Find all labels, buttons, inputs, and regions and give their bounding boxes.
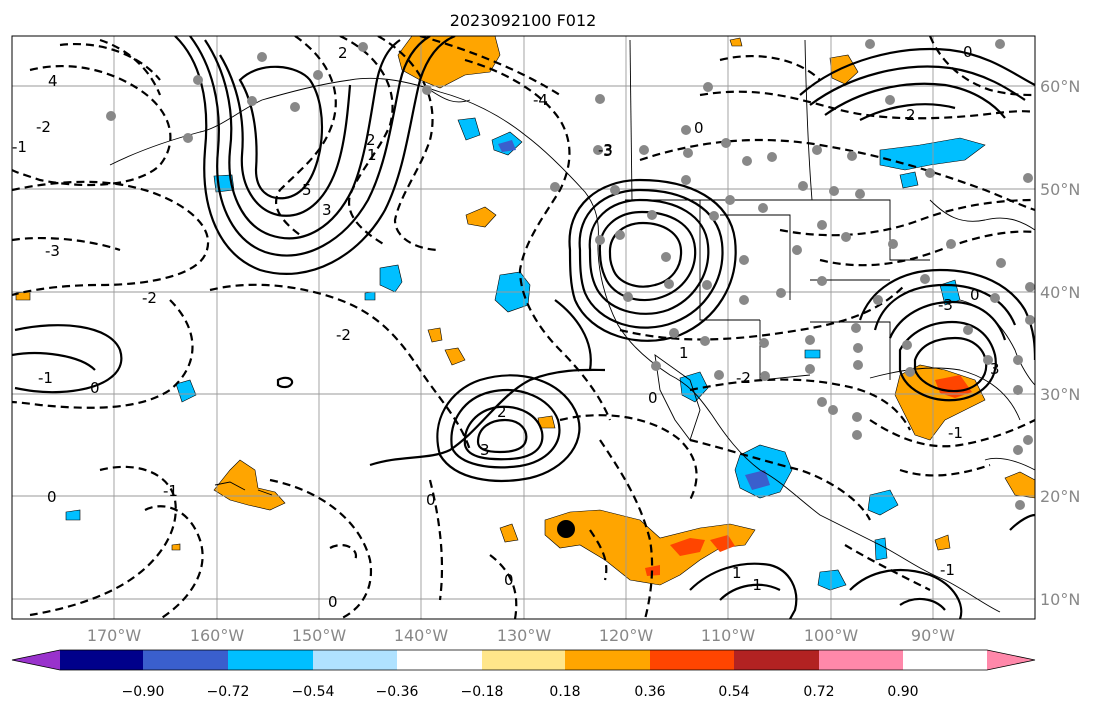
- negative-contours: [12, 36, 1035, 619]
- colorbar-bin: [650, 650, 734, 670]
- contour-label: 2: [906, 106, 916, 124]
- latitude-labels: 60°N 50°N 40°N 30°N 20°N 10°N: [1040, 77, 1080, 609]
- lon-label: 110°W: [701, 626, 756, 645]
- contour-label: 2: [366, 131, 376, 149]
- colorbar-bin: [313, 650, 397, 670]
- colorbar-bin: [819, 650, 903, 670]
- contour-label: -1: [12, 138, 27, 156]
- lon-label: 100°W: [804, 626, 859, 645]
- contour-label: 0: [426, 491, 436, 509]
- contour-label: 0: [504, 571, 514, 589]
- contour-label: 3: [322, 201, 332, 219]
- colorbar-extend-high: [987, 650, 1035, 670]
- strong-negative-shading: [498, 140, 770, 490]
- negative-anomaly-shading: [65, 117, 986, 591]
- colorbar-bin: [397, 650, 482, 670]
- contour-label: 0: [90, 379, 100, 397]
- contour-label: -3: [45, 242, 60, 260]
- contour-label: 3: [603, 142, 613, 160]
- contour-label: 0: [694, 119, 704, 137]
- lon-label: 90°W: [911, 626, 955, 645]
- lat-label: 20°N: [1040, 487, 1080, 506]
- lat-label: 50°N: [1040, 180, 1080, 199]
- colorbar-tick: −0.18: [461, 684, 504, 700]
- colorbar-tick: −0.54: [292, 684, 335, 700]
- contour-label: 4: [48, 72, 58, 90]
- colorbar: −0.90 −0.72 −0.54 −0.36 −0.18 0.18 0.36 …: [11, 649, 1036, 700]
- contour-label: -1: [747, 576, 762, 594]
- colorbar-tick: 0.36: [634, 684, 665, 700]
- colorbar-bin: [60, 650, 143, 670]
- colorbar-tick: 0.54: [718, 684, 749, 700]
- contour-label: 1: [679, 344, 689, 362]
- lon-label: 140°W: [394, 626, 449, 645]
- colorbar-extend-low: [12, 650, 60, 670]
- contour-label: 0: [963, 43, 973, 61]
- strong-positive-shading: [645, 375, 972, 576]
- lon-label: 130°W: [497, 626, 552, 645]
- lat-label: 40°N: [1040, 283, 1080, 302]
- position-marker: [557, 520, 575, 538]
- contour-label: -1: [38, 369, 53, 387]
- lon-label: 150°W: [292, 626, 347, 645]
- colorbar-bin: [565, 650, 650, 670]
- station-markers: [106, 39, 1035, 510]
- colorbar-bin: [482, 650, 565, 670]
- contour-label: -3: [598, 141, 613, 159]
- colorbar-tick-labels: −0.90 −0.72 −0.54 −0.36 −0.18 0.18 0.36 …: [122, 684, 919, 700]
- map-frame: [11, 35, 1036, 620]
- colorbar-tick: 0.72: [803, 684, 834, 700]
- colorbar-tick: −0.36: [376, 684, 419, 700]
- colorbar-tick: 0.90: [887, 684, 918, 700]
- contour-label: 2: [338, 44, 348, 62]
- positive-contours: [12, 36, 1035, 619]
- lat-label: 30°N: [1040, 385, 1080, 404]
- lon-label: 170°W: [87, 626, 142, 645]
- contour-label: 1: [367, 146, 377, 164]
- contour-label: 1: [732, 564, 742, 582]
- colorbar-bin: [143, 650, 228, 670]
- lat-label: 60°N: [1040, 77, 1080, 96]
- contour-label: 0: [970, 286, 980, 304]
- contour-label: -1: [940, 561, 955, 579]
- contour-label: -2: [736, 369, 751, 387]
- colorbar-outline: [11, 649, 1036, 671]
- contour-label: 0: [648, 389, 658, 407]
- contour-label: -2: [36, 118, 51, 136]
- contour-label: 2: [497, 403, 507, 421]
- contour-label: 3: [480, 441, 490, 459]
- colorbar-tick: −0.72: [207, 684, 250, 700]
- contour-label: -2: [142, 289, 157, 307]
- contour-labels: 2 -3 4 -4 -2 1 5 3 -3 0 3 -3 2 0 -1 0 -1…: [12, 43, 1000, 611]
- contour-label: 5: [302, 181, 312, 199]
- colorbar-bins: [60, 650, 903, 670]
- colorbar-tick: 0.18: [549, 684, 580, 700]
- contour-label: 0: [328, 593, 338, 611]
- map-title: 2023092100 F012: [450, 11, 597, 30]
- contour-label: -4: [533, 91, 548, 109]
- lon-label: 120°W: [599, 626, 654, 645]
- map-panel: 2 -3 4 -4 -2 1 5 3 -3 0 3 -3 2 0 -1 0 -1…: [12, 36, 1035, 619]
- contour-label: -1: [163, 482, 178, 500]
- lon-label: 160°W: [190, 626, 245, 645]
- colorbar-tick: −0.90: [122, 684, 165, 700]
- contour-label: 3: [990, 360, 1000, 378]
- contour-label: -2: [336, 326, 351, 344]
- colorbar-bin: [228, 650, 313, 670]
- contour-label: 0: [47, 488, 57, 506]
- colorbar-bin: [734, 650, 819, 670]
- contour-label: -1: [948, 424, 963, 442]
- lat-label: 10°N: [1040, 590, 1080, 609]
- contour-label: -3: [938, 296, 953, 314]
- longitude-labels: 170°W 160°W 150°W 140°W 130°W 120°W 110°…: [87, 626, 955, 645]
